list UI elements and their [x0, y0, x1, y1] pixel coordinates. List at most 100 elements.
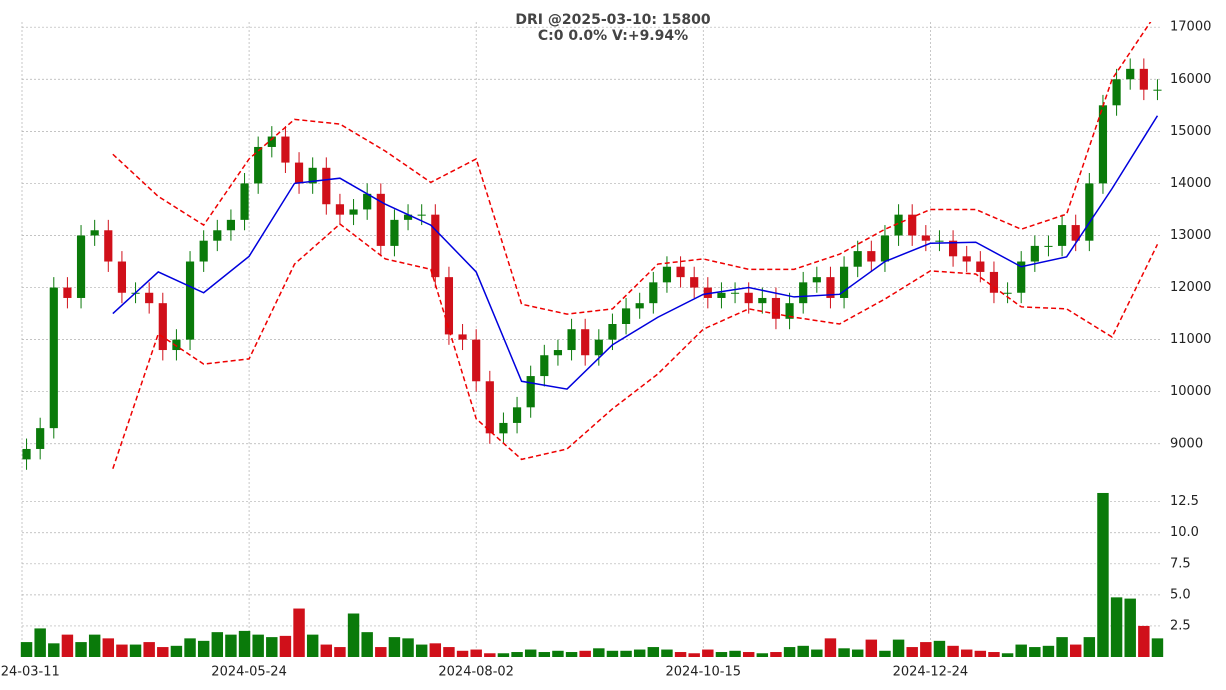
y-tick-label: 11000 — [1170, 332, 1211, 347]
chart-subtitle: C:0 0.0% V:+9.94% — [538, 28, 688, 44]
candle-body — [594, 339, 603, 356]
candle-body — [799, 282, 808, 304]
candle-body — [621, 308, 631, 324]
candle-body — [199, 240, 208, 262]
candle-body — [662, 266, 672, 283]
candle-body — [485, 381, 494, 434]
volume-bar — [593, 648, 605, 657]
volume-bar — [688, 653, 700, 657]
candle-body — [158, 303, 167, 351]
volume-bar — [197, 640, 210, 657]
volume-bar — [1083, 637, 1096, 657]
candle-body — [117, 261, 127, 293]
candle-body — [390, 219, 399, 246]
volume-bar — [906, 647, 918, 657]
candle-body — [690, 277, 699, 288]
volume-bar — [702, 649, 714, 657]
volume-bar — [470, 649, 482, 657]
candle-body — [363, 193, 372, 210]
volume-bar — [797, 645, 809, 657]
band-line — [112, 22, 1152, 315]
candle-body — [76, 235, 86, 298]
volume-bar — [334, 647, 346, 657]
volume-bar — [879, 650, 891, 657]
candle-body — [172, 339, 181, 351]
candle-body — [145, 292, 154, 304]
volume-bar — [674, 652, 687, 657]
volume-bar — [225, 634, 237, 657]
x-tick-label: 2024-10-15 — [665, 665, 741, 680]
candle-body — [894, 214, 903, 236]
candle-body — [867, 251, 876, 262]
candle-body — [676, 266, 685, 278]
candle-body — [1139, 68, 1148, 90]
candle-body — [49, 287, 58, 429]
y-tick-label: 15000 — [1170, 124, 1211, 139]
candle-body — [744, 292, 753, 304]
volume-bar — [892, 639, 905, 657]
candle-body — [512, 407, 522, 423]
y2-tick-label: 10.0 — [1170, 525, 1199, 540]
volume-bar — [606, 650, 619, 657]
candle-body — [1030, 245, 1039, 262]
volume-bar — [279, 635, 292, 657]
candle-body — [526, 376, 535, 408]
volume-bar — [552, 650, 564, 657]
candle-body — [989, 271, 999, 293]
candle-body — [1071, 225, 1080, 241]
candle-body — [703, 287, 712, 298]
y-tick-label: 10000 — [1170, 384, 1211, 399]
candle-body — [976, 261, 985, 272]
candle-body — [213, 230, 222, 241]
volume-bar — [811, 649, 823, 657]
candle-body — [812, 277, 821, 283]
volume-bar — [783, 647, 796, 657]
candle-body — [472, 339, 481, 382]
candle-body — [1085, 183, 1094, 241]
volume-bar — [415, 644, 428, 657]
volume-bar — [988, 652, 1000, 657]
candle-body — [294, 162, 304, 184]
candle-body — [921, 235, 930, 241]
volume-bar — [129, 644, 142, 657]
volume-bar — [388, 637, 401, 657]
candle-body — [853, 251, 862, 267]
candle-body — [376, 193, 385, 246]
x-tick-label: 2024-05-24 — [211, 665, 287, 680]
candle-body — [499, 422, 508, 434]
volume-bar — [306, 634, 319, 657]
volume-bar — [1110, 597, 1123, 657]
volume-bar — [538, 652, 551, 657]
candle-body — [417, 214, 426, 216]
candle-body — [240, 183, 249, 220]
volume-bar — [920, 642, 932, 657]
y2-tick-label: 2.5 — [1170, 618, 1191, 633]
volume-bar — [184, 638, 196, 657]
y-tick-label: 16000 — [1170, 72, 1211, 87]
volume-bar — [1138, 625, 1150, 657]
volume-bar — [1056, 637, 1068, 657]
volume-bar — [170, 645, 183, 657]
volume-bar — [524, 649, 537, 657]
volume-bar — [824, 638, 837, 657]
volume-bar — [34, 628, 46, 657]
candle-body — [254, 146, 263, 184]
y-tick-label: 9000 — [1170, 436, 1203, 451]
candle-body — [431, 214, 440, 278]
volume-bar — [116, 644, 128, 657]
x-tick-label: 2024-12-24 — [893, 665, 969, 680]
volume-bar — [770, 652, 782, 657]
candle-body — [349, 209, 358, 215]
candle-body — [880, 235, 890, 262]
candle-body — [335, 204, 345, 215]
volume-bar — [484, 653, 496, 657]
volume-bar — [429, 643, 442, 657]
candle-body — [826, 277, 835, 298]
volume-bar — [48, 643, 60, 657]
volume-bar — [1001, 653, 1014, 657]
y2-tick-label: 12.5 — [1170, 494, 1199, 509]
candle-body — [839, 266, 849, 298]
volume-bar — [347, 613, 360, 657]
volume-bar — [715, 652, 728, 657]
volume-bar — [1015, 644, 1027, 657]
